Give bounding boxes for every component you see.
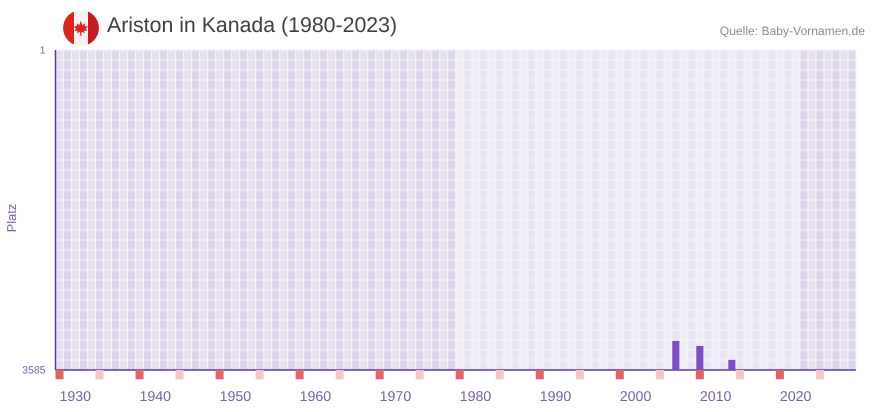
svg-text:1950: 1950 bbox=[220, 389, 252, 405]
svg-text:2000: 2000 bbox=[620, 389, 652, 405]
svg-text:3585: 3585 bbox=[22, 365, 46, 377]
svg-text:1980: 1980 bbox=[460, 389, 492, 405]
svg-text:1990: 1990 bbox=[540, 389, 572, 405]
svg-text:2010: 2010 bbox=[700, 389, 732, 405]
svg-text:1960: 1960 bbox=[300, 389, 332, 405]
svg-text:1940: 1940 bbox=[140, 389, 172, 405]
svg-text:1930: 1930 bbox=[59, 389, 91, 405]
svg-text:Platz: Platz bbox=[4, 204, 19, 232]
svg-text:2020: 2020 bbox=[780, 389, 812, 405]
svg-text:1970: 1970 bbox=[380, 389, 412, 405]
svg-text:1: 1 bbox=[40, 45, 46, 57]
